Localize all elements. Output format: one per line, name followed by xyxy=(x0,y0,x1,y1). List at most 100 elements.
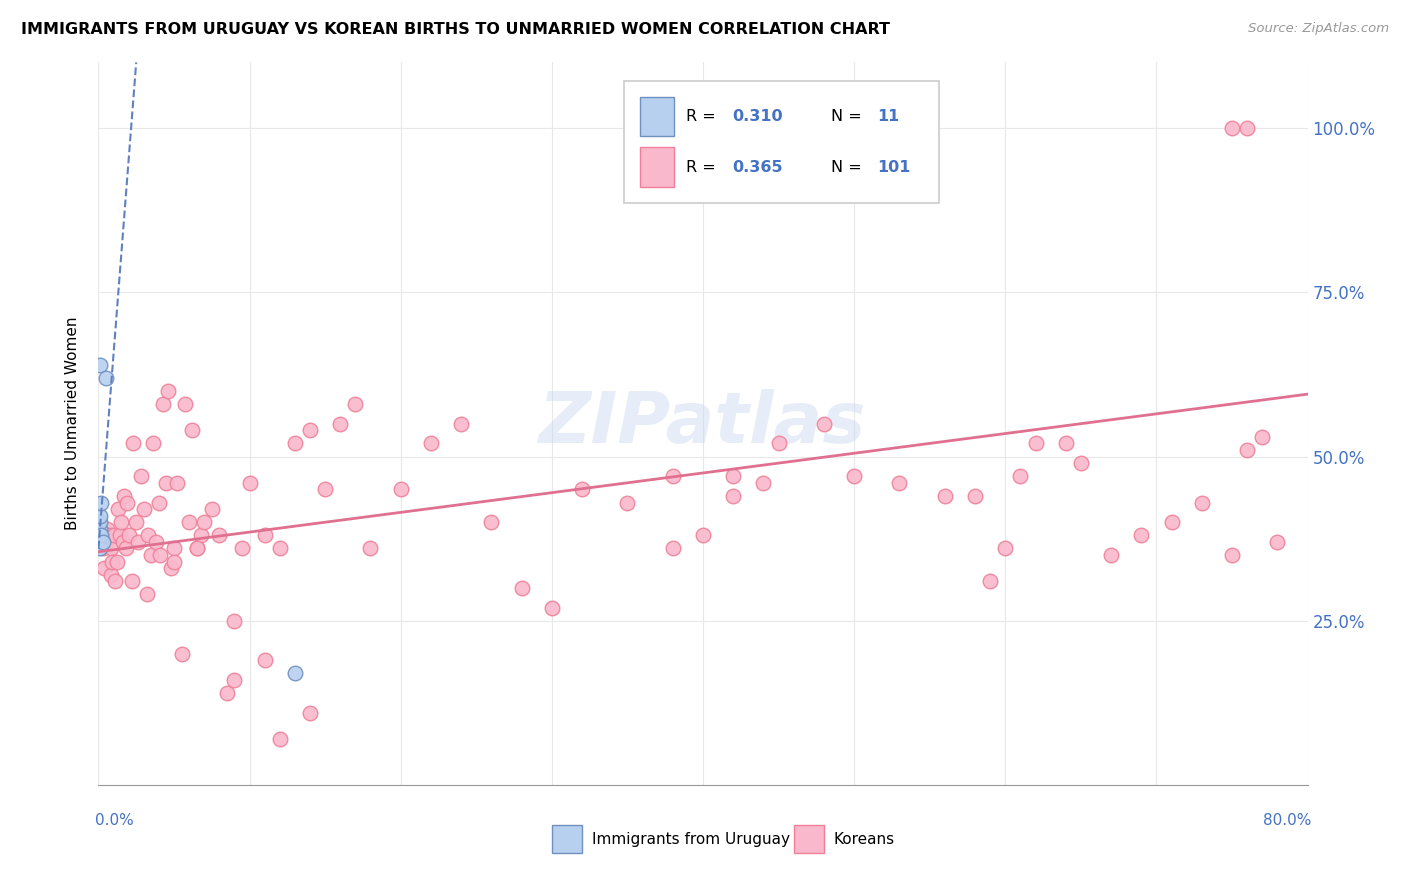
Point xyxy=(661,541,683,556)
Point xyxy=(208,528,231,542)
Point xyxy=(89,528,111,542)
Point xyxy=(156,384,179,398)
Point xyxy=(215,686,238,700)
Text: 0.0%: 0.0% xyxy=(94,813,134,828)
Point xyxy=(186,541,208,556)
Text: N =: N = xyxy=(831,160,868,175)
Point xyxy=(224,614,246,628)
Point xyxy=(89,515,111,529)
Point xyxy=(1054,436,1077,450)
Point xyxy=(181,423,204,437)
Point xyxy=(98,528,121,542)
Point xyxy=(723,489,745,503)
Point xyxy=(179,515,201,529)
Point xyxy=(481,515,503,529)
Text: 11: 11 xyxy=(877,109,900,124)
Text: ZIPatlas: ZIPatlas xyxy=(540,389,866,458)
Text: 80.0%: 80.0% xyxy=(1263,813,1312,828)
Point xyxy=(114,541,136,556)
Point xyxy=(1220,548,1243,562)
Text: R =: R = xyxy=(686,160,721,175)
Point xyxy=(224,673,246,687)
Point xyxy=(190,528,212,542)
Point xyxy=(163,555,186,569)
Point xyxy=(160,561,183,575)
Text: R =: R = xyxy=(686,109,721,124)
Point xyxy=(149,548,172,562)
Point xyxy=(170,647,193,661)
Text: 101: 101 xyxy=(877,160,911,175)
Text: IMMIGRANTS FROM URUGUAY VS KOREAN BIRTHS TO UNMARRIED WOMEN CORRELATION CHART: IMMIGRANTS FROM URUGUAY VS KOREAN BIRTHS… xyxy=(21,22,890,37)
Point xyxy=(89,358,111,372)
Text: Source: ZipAtlas.com: Source: ZipAtlas.com xyxy=(1249,22,1389,36)
Bar xyxy=(793,825,824,853)
Point xyxy=(186,541,208,556)
Bar xyxy=(640,96,673,136)
Point xyxy=(108,528,131,542)
Point xyxy=(510,581,533,595)
FancyBboxPatch shape xyxy=(624,80,939,203)
Point xyxy=(107,502,129,516)
Point xyxy=(105,555,128,569)
Point xyxy=(284,436,307,450)
Point xyxy=(844,469,866,483)
Point xyxy=(752,475,775,490)
Point xyxy=(253,653,276,667)
Point xyxy=(299,706,322,720)
Point xyxy=(692,528,714,542)
Point xyxy=(104,574,127,589)
Bar xyxy=(551,825,582,853)
Point xyxy=(420,436,443,450)
Point xyxy=(1099,548,1122,562)
Point xyxy=(1070,456,1092,470)
Point xyxy=(344,397,367,411)
Point xyxy=(329,417,352,431)
Point xyxy=(122,436,145,450)
Point xyxy=(1160,515,1182,529)
Point xyxy=(96,522,118,536)
Point xyxy=(994,541,1017,556)
Point xyxy=(115,495,138,509)
Point xyxy=(173,397,195,411)
Point xyxy=(112,489,135,503)
Point xyxy=(284,666,307,681)
Point xyxy=(100,567,122,582)
Y-axis label: Births to Unmarried Women: Births to Unmarried Women xyxy=(65,317,80,531)
Point xyxy=(1191,495,1213,509)
Point xyxy=(91,541,114,556)
Point xyxy=(1236,121,1258,136)
Point xyxy=(121,574,143,589)
Point xyxy=(1010,469,1032,483)
Point xyxy=(768,436,790,450)
Point xyxy=(269,731,291,746)
Point xyxy=(89,508,111,523)
Point xyxy=(1251,430,1274,444)
Point xyxy=(1236,442,1258,457)
Point xyxy=(100,541,122,556)
Point xyxy=(1024,436,1046,450)
Point xyxy=(142,436,165,450)
Point xyxy=(89,541,111,556)
Point xyxy=(145,535,167,549)
Point xyxy=(166,475,188,490)
Point xyxy=(450,417,472,431)
Point xyxy=(94,535,117,549)
Point xyxy=(723,469,745,483)
Point xyxy=(201,502,224,516)
Text: 0.365: 0.365 xyxy=(733,160,783,175)
Point xyxy=(90,528,112,542)
Text: 0.310: 0.310 xyxy=(733,109,783,124)
Point xyxy=(132,502,155,516)
Point xyxy=(111,535,134,549)
Point xyxy=(253,528,276,542)
Point xyxy=(136,528,159,542)
Point xyxy=(103,528,125,542)
Point xyxy=(965,489,987,503)
Text: Koreans: Koreans xyxy=(834,831,894,847)
Text: Immigrants from Uruguay: Immigrants from Uruguay xyxy=(592,831,790,847)
Point xyxy=(90,495,112,509)
Point xyxy=(93,561,115,575)
Point xyxy=(269,541,291,556)
Point xyxy=(239,475,262,490)
Point xyxy=(1220,121,1243,136)
